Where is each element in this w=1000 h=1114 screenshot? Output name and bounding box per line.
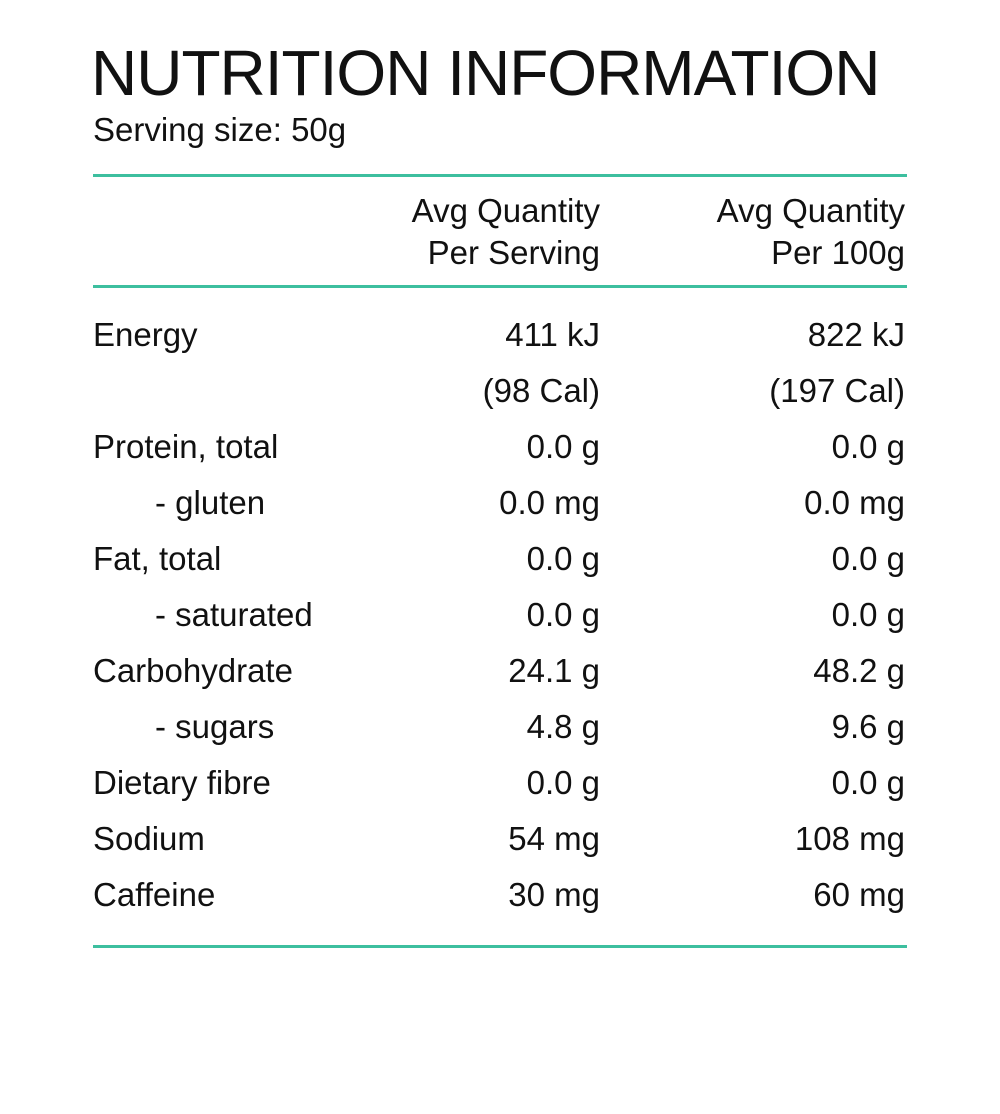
table-row: Protein, total 0.0 g 0.0 g	[0, 418, 1000, 474]
per-100g-value: 9.6 g	[831, 708, 905, 745]
column-header-line: Avg Quantity	[411, 192, 600, 229]
column-header-per-100g: Avg Quantity Per 100g	[605, 190, 905, 274]
table-row: - sugars 4.8 g 9.6 g	[0, 698, 1000, 754]
table-row: Energy 411 kJ 822 kJ	[0, 306, 1000, 362]
per-serving-value: 30 mg	[508, 876, 600, 913]
per-serving-value: 0.0 g	[526, 596, 600, 633]
per-100g-value: 822 kJ	[807, 316, 905, 353]
nutrient-label: Protein, total	[93, 428, 279, 465]
table-row: (98 Cal) (197 Cal)	[0, 362, 1000, 418]
nutrient-label: Dietary fibre	[93, 764, 271, 801]
nutrient-label: Sodium	[93, 820, 205, 857]
per-serving-value: 24.1 g	[508, 652, 600, 689]
per-100g-value: 0.0 g	[831, 428, 905, 465]
per-100g-value: 48.2 g	[813, 652, 905, 689]
table-row: - saturated 0.0 g 0.0 g	[0, 586, 1000, 642]
column-header-line: Per 100g	[771, 234, 905, 271]
header-divider	[93, 285, 907, 288]
per-serving-value: 0.0 mg	[499, 484, 600, 521]
table-row: Dietary fibre 0.0 g 0.0 g	[0, 754, 1000, 810]
per-serving-value: 0.0 g	[526, 764, 600, 801]
bottom-divider	[93, 945, 907, 948]
table-row: Fat, total 0.0 g 0.0 g	[0, 530, 1000, 586]
table-row: - gluten 0.0 mg 0.0 mg	[0, 474, 1000, 530]
per-serving-value: 54 mg	[508, 820, 600, 857]
nutrient-label: Caffeine	[93, 876, 216, 913]
nutrient-label: Carbohydrate	[93, 652, 293, 689]
per-100g-value: 0.0 g	[831, 764, 905, 801]
per-100g-value: 0.0 g	[831, 540, 905, 577]
top-divider	[93, 174, 907, 177]
table-row: Sodium 54 mg 108 mg	[0, 810, 1000, 866]
per-100g-value: 60 mg	[813, 876, 905, 913]
per-serving-value: 0.0 g	[526, 540, 600, 577]
nutrient-label: - saturated	[155, 596, 313, 633]
page-title: NUTRITION INFORMATION	[91, 37, 880, 109]
per-100g-value: 0.0 mg	[804, 484, 905, 521]
table-row: Carbohydrate 24.1 g 48.2 g	[0, 642, 1000, 698]
per-serving-value: 411 kJ	[505, 316, 600, 353]
nutrient-label: Fat, total	[93, 540, 222, 577]
nutrient-label: - sugars	[155, 708, 275, 745]
per-100g-value: (197 Cal)	[769, 372, 905, 409]
per-100g-value: 0.0 g	[831, 596, 905, 633]
nutrient-label: - gluten	[155, 484, 266, 521]
table-row: Caffeine 30 mg 60 mg	[0, 866, 1000, 922]
per-100g-value: 108 mg	[794, 820, 905, 857]
per-serving-value: 0.0 g	[526, 428, 600, 465]
per-serving-value: 4.8 g	[526, 708, 600, 745]
nutrient-label: Energy	[93, 316, 198, 353]
column-header-line: Avg Quantity	[716, 192, 905, 229]
column-header-line: Per Serving	[427, 234, 600, 271]
per-serving-value: (98 Cal)	[482, 372, 600, 409]
column-header-per-serving: Avg Quantity Per Serving	[300, 190, 600, 274]
serving-size: Serving size: 50g	[93, 111, 347, 148]
